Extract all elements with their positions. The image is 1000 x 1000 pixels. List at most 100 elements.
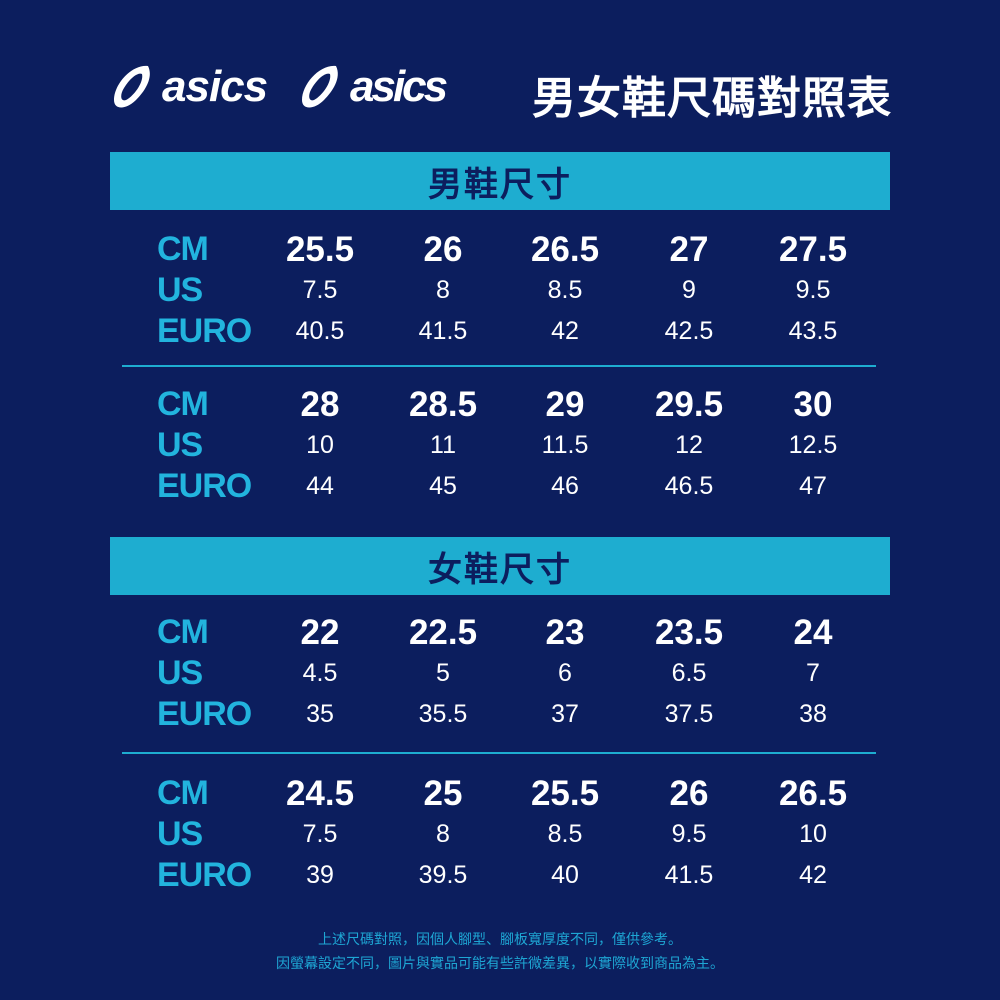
cm-size-value: 28	[300, 385, 340, 424]
euro-size-value: 37	[551, 700, 579, 728]
us-size-value: 11.5	[541, 431, 589, 459]
us-label: US	[157, 815, 203, 853]
us-size-value: 11	[430, 431, 456, 459]
asics-wordmark: asics	[350, 62, 448, 111]
euro-size-value: 39	[306, 861, 334, 889]
cm-size-value: 26.5	[778, 774, 848, 813]
cm-label: CM	[157, 385, 209, 423]
divider	[122, 752, 876, 754]
us-size-value: 9	[682, 276, 696, 304]
us-row: US 4.5 5 6 6.5 7	[0, 653, 1000, 694]
us-size-value: 12	[675, 431, 703, 459]
euro-size-value: 42	[799, 861, 827, 889]
us-size-value: 9.5	[671, 820, 707, 848]
asics-wordmark: asics	[162, 62, 268, 111]
us-size-value: 4.5	[302, 659, 338, 687]
cm-size-value: 29.5	[654, 385, 724, 424]
euro-label: EURO	[157, 695, 252, 733]
us-size-value: 9.5	[795, 276, 831, 304]
euro-size-value: 47	[799, 472, 827, 500]
asics-tiger-logo: asics	[298, 62, 448, 112]
women-size-block-2: CM 24.5 25 25.5 26 26.5 US 7.5 8 8.5 9.5 10 EURO 39 39…	[0, 773, 1000, 896]
us-size-value: 10	[306, 431, 334, 459]
cm-size-value: 28.5	[408, 385, 478, 424]
cm-size-value: 27	[669, 230, 709, 269]
cm-size-value: 30	[793, 385, 833, 424]
euro-label: EURO	[157, 467, 252, 505]
euro-row: EURO 39 39.5 40 41.5 42	[0, 855, 1000, 896]
cm-size-value: 29	[545, 385, 585, 424]
cm-size-value: 26	[423, 230, 463, 269]
euro-row: EURO 44 45 46 46.5 47	[0, 466, 1000, 507]
us-label: US	[157, 426, 203, 464]
us-size-value: 8	[436, 820, 450, 848]
us-size-value: 7	[806, 659, 820, 687]
us-label: US	[157, 654, 203, 692]
euro-size-value: 43.5	[788, 317, 838, 345]
euro-size-value: 35.5	[418, 700, 468, 728]
euro-size-value: 46	[551, 472, 579, 500]
euro-size-value: 39.5	[418, 861, 468, 889]
cm-size-value: 26.5	[530, 230, 600, 269]
footer-note-2: 因螢幕設定不同，圖片與實品可能有些許微差異，以實際收到商品為主。	[276, 955, 724, 971]
euro-size-value: 35	[306, 700, 334, 728]
cm-size-value: 24.5	[285, 774, 355, 813]
women-size-block-1: CM 22 22.5 23 23.5 24 US 4.5 5 6 6.5 7 EURO 35 35.5 37 3…	[0, 612, 1000, 735]
us-size-value: 8.5	[547, 820, 583, 848]
cm-label: CM	[157, 613, 209, 651]
asics-spiral-icon	[114, 65, 150, 108]
euro-size-value: 42	[551, 317, 579, 345]
euro-size-value: 38	[799, 700, 827, 728]
cm-size-value: 27.5	[778, 230, 848, 269]
us-size-value: 7.5	[302, 276, 338, 304]
us-size-value: 6	[558, 659, 572, 687]
divider	[122, 365, 876, 367]
cm-row: CM 28 28.5 29 29.5 30	[0, 384, 1000, 425]
us-size-value: 8.5	[547, 276, 583, 304]
cm-row: CM 25.5 26 26.5 27 27.5	[0, 229, 1000, 270]
euro-label: EURO	[157, 312, 252, 350]
us-size-value: 5	[436, 659, 450, 687]
asics-spiral-icon	[302, 65, 338, 108]
euro-size-value: 42.5	[664, 317, 714, 345]
us-row: US 7.5 8 8.5 9.5 10	[0, 814, 1000, 855]
page-title: 男女鞋尺碼對照表	[532, 74, 892, 123]
men-size-block-2: CM 28 28.5 29 29.5 30 US 10 11 11.5 12 12.5 EURO 44 45…	[0, 384, 1000, 507]
cm-size-value: 24	[793, 613, 833, 652]
us-size-value: 8	[436, 276, 450, 304]
cm-row: CM 22 22.5 23 23.5 24	[0, 612, 1000, 653]
cm-label: CM	[157, 774, 209, 812]
men-section-header: 男鞋尺寸	[110, 152, 890, 210]
cm-size-value: 25.5	[530, 774, 600, 813]
euro-size-value: 40	[551, 861, 579, 889]
cm-size-value: 22.5	[408, 613, 478, 652]
us-size-value: 7.5	[302, 820, 338, 848]
cm-size-value: 25	[423, 774, 463, 813]
cm-row: CM 24.5 25 25.5 26 26.5	[0, 773, 1000, 814]
cm-size-value: 25.5	[285, 230, 355, 269]
asics-logo: asics	[110, 62, 268, 112]
euro-size-value: 40.5	[295, 317, 345, 345]
cm-label: CM	[157, 230, 209, 268]
cm-size-value: 26	[669, 774, 709, 813]
euro-row: EURO 35 35.5 37 37.5 38	[0, 694, 1000, 735]
us-row: US 7.5 8 8.5 9 9.5	[0, 270, 1000, 311]
euro-size-value: 41.5	[418, 317, 468, 345]
euro-size-value: 46.5	[664, 472, 714, 500]
us-row: US 10 11 11.5 12 12.5	[0, 425, 1000, 466]
footer-note-1: 上述尺碼對照，因個人腳型、腳板寬厚度不同，僅供參考。	[318, 931, 682, 947]
women-section-header: 女鞋尺寸	[110, 537, 890, 595]
euro-size-value: 41.5	[664, 861, 714, 889]
cm-size-value: 23.5	[654, 613, 724, 652]
us-size-value: 12.5	[788, 431, 838, 459]
us-size-value: 10	[799, 820, 827, 848]
us-size-value: 6.5	[671, 659, 707, 687]
men-size-block-1: CM 25.5 26 26.5 27 27.5 US 7.5 8 8.5 9 9.5 EURO 40.5 4…	[0, 229, 1000, 352]
euro-size-value: 44	[306, 472, 334, 500]
euro-size-value: 45	[429, 472, 457, 500]
euro-size-value: 37.5	[664, 700, 714, 728]
cm-size-value: 23	[545, 613, 585, 652]
euro-label: EURO	[157, 856, 252, 894]
us-label: US	[157, 271, 203, 309]
euro-row: EURO 40.5 41.5 42 42.5 43.5	[0, 311, 1000, 352]
